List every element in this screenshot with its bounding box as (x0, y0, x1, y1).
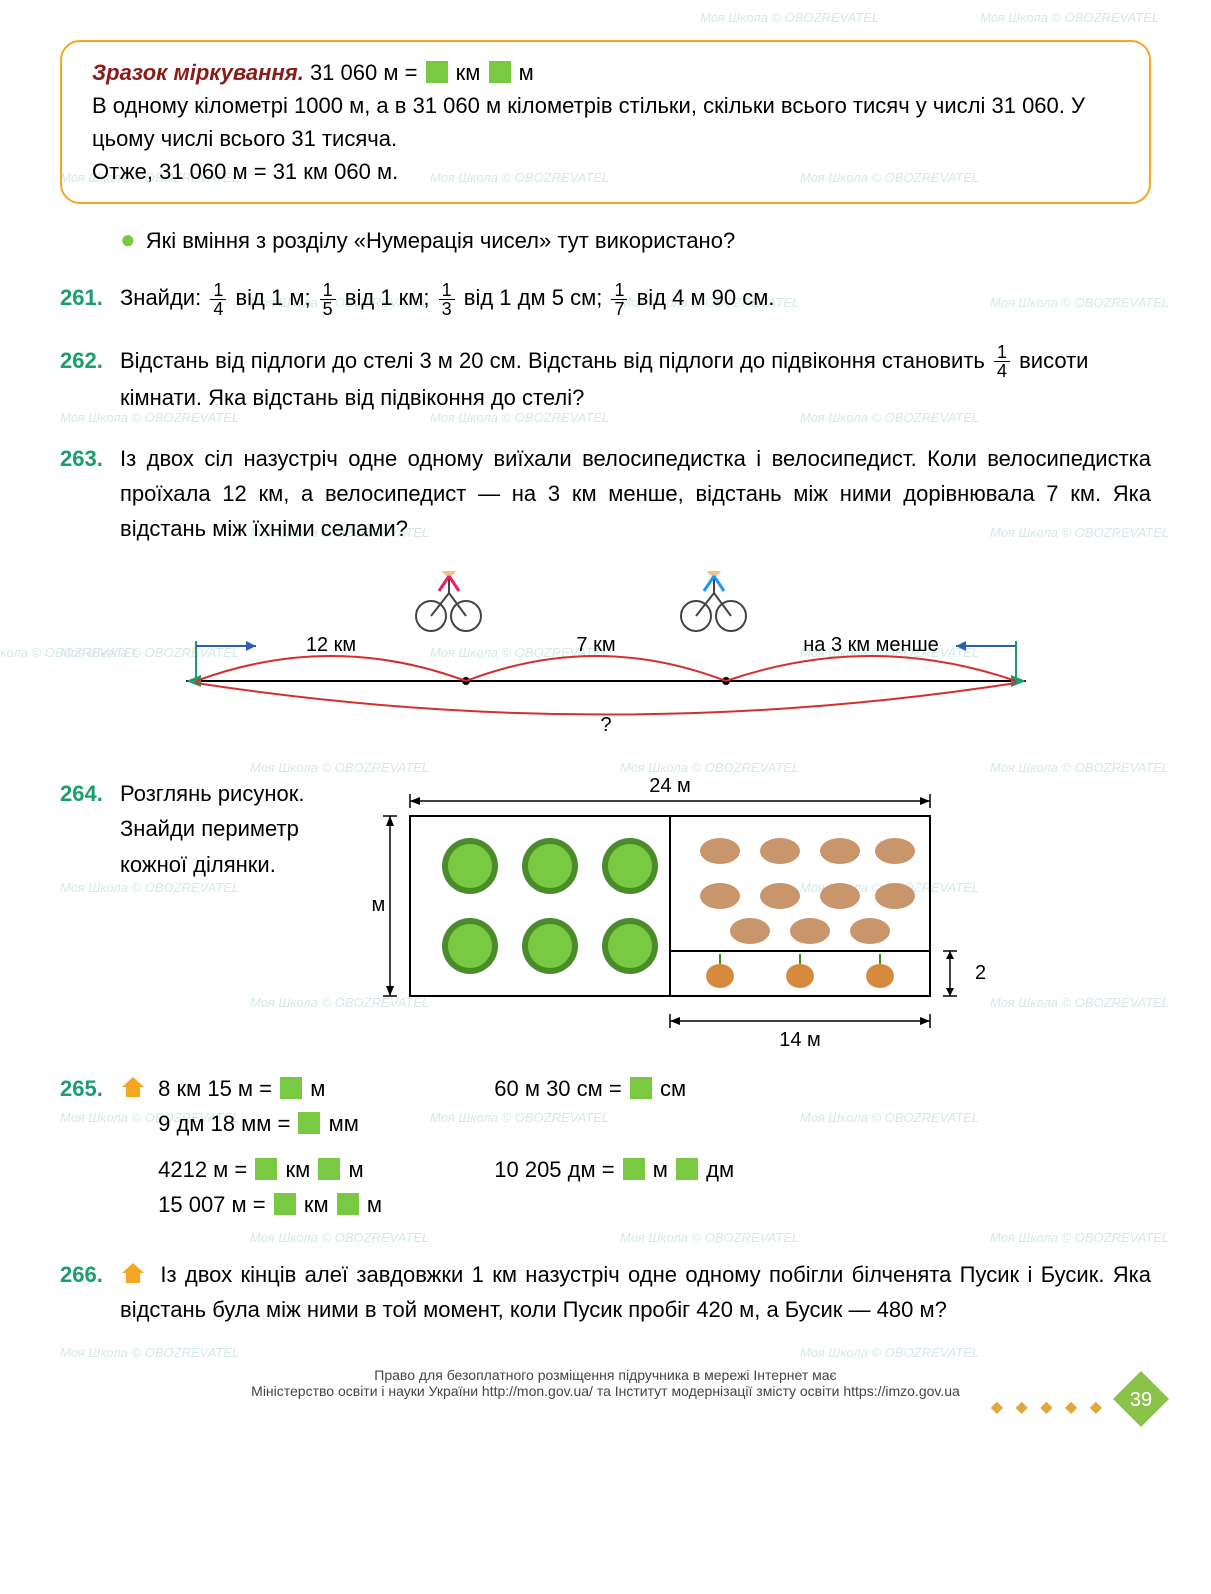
eq: км (298, 1192, 335, 1217)
eq: 8 км 15 м = (158, 1076, 278, 1101)
svg-text:2 м: 2 м (975, 962, 990, 984)
ex261-p2: від 1 км; (339, 285, 436, 310)
exercise-262: 262. Відстань від підлоги до стелі 3 м 2… (60, 343, 1151, 416)
eq: 60 м 30 см = (494, 1076, 628, 1101)
ex263-text: Із двох сіл назустріч одне одному виїхал… (120, 446, 1151, 541)
eq: 15 007 м = (158, 1192, 272, 1217)
eq: мм (322, 1111, 358, 1136)
ex261-p4: від 4 м 90 см. (630, 285, 774, 310)
bullet-icon: ● (120, 224, 136, 254)
example-line2: В одному кілометрі 1000 м, а в 31 060 м … (92, 89, 1119, 155)
exercise-264: 264. Розглянь рисунок. Знайди периметр к… (60, 776, 1151, 1046)
exercise-number: 265. (60, 1071, 120, 1232)
blank-box (280, 1077, 302, 1099)
exercise-265: 265. 8 км 15 м = м 60 м 30 см = см 9 дм … (60, 1071, 1151, 1232)
exercise-number: 262. (60, 343, 120, 416)
eq: км (279, 1157, 316, 1182)
diagram-263: 12 км 7 км на 3 км менше ? (60, 571, 1151, 746)
eq: м (304, 1076, 325, 1101)
ex266-text: Із двох кінців алеї завдовжки 1 км назус… (120, 1262, 1151, 1322)
exercise-number: 261. (60, 280, 120, 318)
diagram-264: 24 м 8 м (370, 776, 930, 1046)
footer-line2: Міністерство освіти і науки України http… (60, 1383, 1151, 1399)
eq: 9 дм 18 мм = (158, 1111, 296, 1136)
watermark: Моя Школа © OBOZREVATEL (60, 1345, 239, 1360)
exercise-261: 261. Знайди: 14 від 1 м; 15 від 1 км; 13… (60, 280, 1151, 318)
blank-box (630, 1077, 652, 1099)
exercise-number: 264. (60, 776, 120, 1046)
bullet-text: Які вміння з розділу «Нумерація чисел» т… (146, 228, 735, 253)
exercise-266: 266. Із двох кінців алеї завдовжки 1 км … (60, 1257, 1151, 1327)
exercise-number: 266. (60, 1257, 120, 1327)
blank-box (426, 61, 448, 83)
example-eq-b: км (450, 60, 487, 85)
label-q: ? (600, 714, 611, 736)
blank-box (298, 1112, 320, 1134)
footer: Право для безоплатного розміщення підруч… (60, 1367, 1151, 1399)
svg-text:8 м: 8 м (370, 894, 385, 916)
eq: дм (700, 1157, 734, 1182)
watermark: Моя Школа © OBOZREVATEL (800, 1345, 979, 1360)
ex261-p1: від 1 м; (229, 285, 316, 310)
example-eq-c: м (513, 60, 534, 85)
bullet-question: ● Які вміння з розділу «Нумерація чисел» … (120, 224, 1151, 255)
fraction: 14 (210, 281, 226, 318)
blank-box (623, 1158, 645, 1180)
blank-box (274, 1193, 296, 1215)
example-eq-a: 31 060 м = (310, 60, 424, 85)
house-icon (120, 1260, 146, 1284)
ex261-p3: від 1 дм 5 см; (458, 285, 609, 310)
fraction: 13 (439, 281, 455, 318)
fraction: 17 (611, 281, 627, 318)
ex262-t1: Відстань від підлоги до стелі 3 м 20 см.… (120, 348, 991, 373)
footer-line1: Право для безоплатного розміщення підруч… (60, 1367, 1151, 1383)
label-less: на 3 км менше (803, 634, 939, 656)
eq: м (361, 1192, 382, 1217)
eq: 4212 м = (158, 1157, 253, 1182)
house-icon (120, 1074, 146, 1098)
blank-box (318, 1158, 340, 1180)
ex264-text: Розглянь рисунок. Знайди периметр кожної… (120, 776, 340, 882)
blank-box (489, 61, 511, 83)
blank-box (255, 1158, 277, 1180)
example-title: Зразок міркування. (92, 60, 304, 85)
eq: 10 205 дм = (494, 1157, 620, 1182)
page-number-badge: 39 (1111, 1369, 1171, 1429)
decorative-diamonds: ◆ ◆ ◆ ◆ ◆ (991, 1397, 1106, 1417)
eq: см (654, 1076, 686, 1101)
blank-box (337, 1193, 359, 1215)
eq: м (342, 1157, 363, 1182)
svg-text:14 м: 14 м (779, 1029, 821, 1051)
ex261-lead: Знайди: (120, 285, 207, 310)
example-line3: Отже, 31 060 м = 31 км 060 м. (92, 155, 1119, 188)
example-box: Зразок міркування. 31 060 м = км м В одн… (60, 40, 1151, 204)
label-7km: 7 км (576, 634, 615, 656)
svg-text:24 м: 24 м (649, 776, 691, 797)
label-12km: 12 км (305, 634, 355, 656)
blank-box (676, 1158, 698, 1180)
exercise-263: 263. Із двох сіл назустріч одне одному в… (60, 441, 1151, 547)
fraction: 14 (994, 343, 1010, 380)
fraction: 15 (320, 281, 336, 318)
watermark: Моя Школа © OBOZREVATEL (700, 10, 879, 25)
svg-text:39: 39 (1130, 1389, 1152, 1411)
watermark: Моя Школа © OBOZREVATEL (980, 10, 1159, 25)
exercise-number: 263. (60, 441, 120, 547)
eq: м (647, 1157, 674, 1182)
